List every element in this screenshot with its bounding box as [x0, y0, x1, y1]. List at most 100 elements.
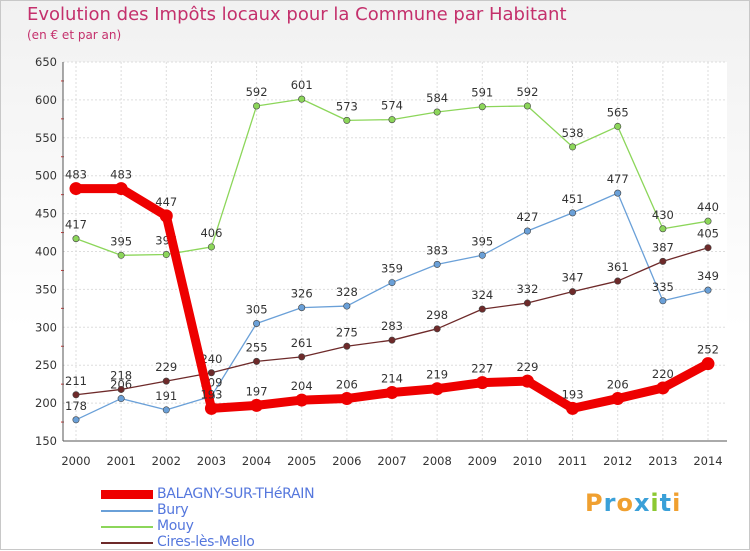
data-point-mouy — [614, 122, 622, 130]
data-label-bury: 191 — [155, 389, 177, 403]
data-label-bury: 451 — [562, 192, 584, 206]
data-point-cires — [614, 277, 622, 285]
data-point-balagny — [520, 374, 534, 388]
data-point-cires — [659, 257, 667, 265]
y-tick-label: 200 — [35, 396, 57, 410]
data-label-mouy: 440 — [697, 200, 719, 214]
data-label-cires: 211 — [65, 374, 87, 388]
x-tick-label: 2011 — [558, 454, 587, 468]
data-label-bury: 335 — [652, 280, 674, 294]
proxiti-logo: Proxiti — [585, 489, 681, 517]
data-label-cires: 347 — [562, 271, 584, 285]
data-label-mouy: 592 — [516, 85, 538, 99]
data-point-bury — [478, 251, 486, 259]
y-tick-label: 600 — [35, 93, 57, 107]
data-label-balagny: 252 — [697, 343, 719, 357]
x-tick-label: 2006 — [332, 454, 361, 468]
data-point-mouy — [478, 103, 486, 111]
data-point-cires — [72, 391, 80, 399]
chart-title: Evolution des Impôts locaux pour la Comm… — [27, 4, 567, 25]
data-point-cires — [433, 325, 441, 333]
data-point-mouy — [298, 95, 306, 103]
data-label-cires: 240 — [200, 352, 222, 366]
data-point-cires — [478, 305, 486, 313]
logo-letter: t — [659, 489, 673, 517]
data-label-cires: 387 — [652, 240, 674, 254]
data-label-bury: 305 — [246, 303, 268, 317]
x-tick-label: 2009 — [468, 454, 497, 468]
data-point-mouy — [117, 251, 125, 259]
legend-label-mouy: Mouy — [157, 518, 194, 534]
data-point-cires — [569, 288, 577, 296]
x-tick-label: 2014 — [693, 454, 722, 468]
x-tick-label: 2002 — [152, 454, 181, 468]
data-label-mouy: 584 — [426, 91, 448, 105]
data-label-bury: 349 — [697, 269, 719, 283]
data-label-balagny: 204 — [291, 379, 313, 393]
data-point-cires — [162, 377, 170, 385]
data-point-balagny — [250, 398, 264, 412]
legend-swatch-balagny — [101, 490, 153, 499]
x-tick-label: 2010 — [513, 454, 542, 468]
data-label-balagny: 206 — [607, 378, 629, 392]
data-point-mouy — [72, 235, 80, 243]
data-label-mouy: 591 — [471, 86, 493, 100]
data-point-mouy — [433, 108, 441, 116]
x-tick-label: 2001 — [107, 454, 136, 468]
data-label-bury: 359 — [381, 262, 403, 276]
data-label-mouy: 406 — [200, 226, 222, 240]
data-label-cires: 255 — [246, 340, 268, 354]
data-point-balagny — [656, 381, 670, 395]
data-label-cires: 324 — [471, 288, 493, 302]
data-label-balagny: 193 — [562, 387, 584, 401]
data-label-cires: 405 — [697, 227, 719, 241]
data-point-cires — [704, 244, 712, 252]
data-point-balagny — [701, 357, 715, 371]
data-point-balagny — [204, 401, 218, 415]
data-label-cires: 261 — [291, 336, 313, 350]
data-point-balagny — [430, 382, 444, 396]
data-point-mouy — [207, 243, 215, 251]
logo-letter: r — [603, 489, 617, 517]
x-tick-label: 2000 — [61, 454, 90, 468]
data-label-balagny: 219 — [426, 368, 448, 382]
data-point-bury — [253, 320, 261, 328]
y-tick-label: 550 — [35, 131, 57, 145]
data-point-balagny — [385, 385, 399, 399]
data-label-cires: 298 — [426, 308, 448, 322]
data-point-bury — [523, 227, 531, 235]
data-point-bury — [704, 286, 712, 294]
data-label-mouy: 573 — [336, 99, 358, 113]
data-point-mouy — [162, 251, 170, 259]
data-point-bury — [659, 297, 667, 305]
data-point-mouy — [569, 143, 577, 151]
data-point-bury — [614, 189, 622, 197]
data-point-bury — [298, 304, 306, 312]
data-label-mouy: 601 — [291, 78, 313, 92]
data-label-balagny: 483 — [110, 168, 132, 182]
data-label-cires: 275 — [336, 325, 358, 339]
data-label-cires: 229 — [155, 360, 177, 374]
data-point-bury — [72, 416, 80, 424]
data-point-bury — [569, 209, 577, 217]
data-point-mouy — [704, 217, 712, 225]
y-tick-label: 450 — [35, 207, 57, 221]
x-tick-label: 2004 — [242, 454, 271, 468]
logo-letter: i — [672, 489, 682, 517]
legend-swatch-bury — [101, 510, 153, 512]
data-point-bury — [433, 260, 441, 268]
data-point-balagny — [159, 209, 173, 223]
y-tick-label: 350 — [35, 282, 57, 296]
data-label-balagny: 214 — [381, 371, 403, 385]
data-label-mouy: 417 — [65, 218, 87, 232]
data-point-cires — [207, 369, 215, 377]
data-label-cires: 218 — [110, 368, 132, 382]
data-label-balagny: 229 — [516, 360, 538, 374]
data-point-cires — [523, 299, 531, 307]
data-point-cires — [117, 385, 125, 393]
data-point-mouy — [388, 116, 396, 124]
data-label-cires: 332 — [516, 282, 538, 296]
x-tick-label: 2008 — [423, 454, 452, 468]
